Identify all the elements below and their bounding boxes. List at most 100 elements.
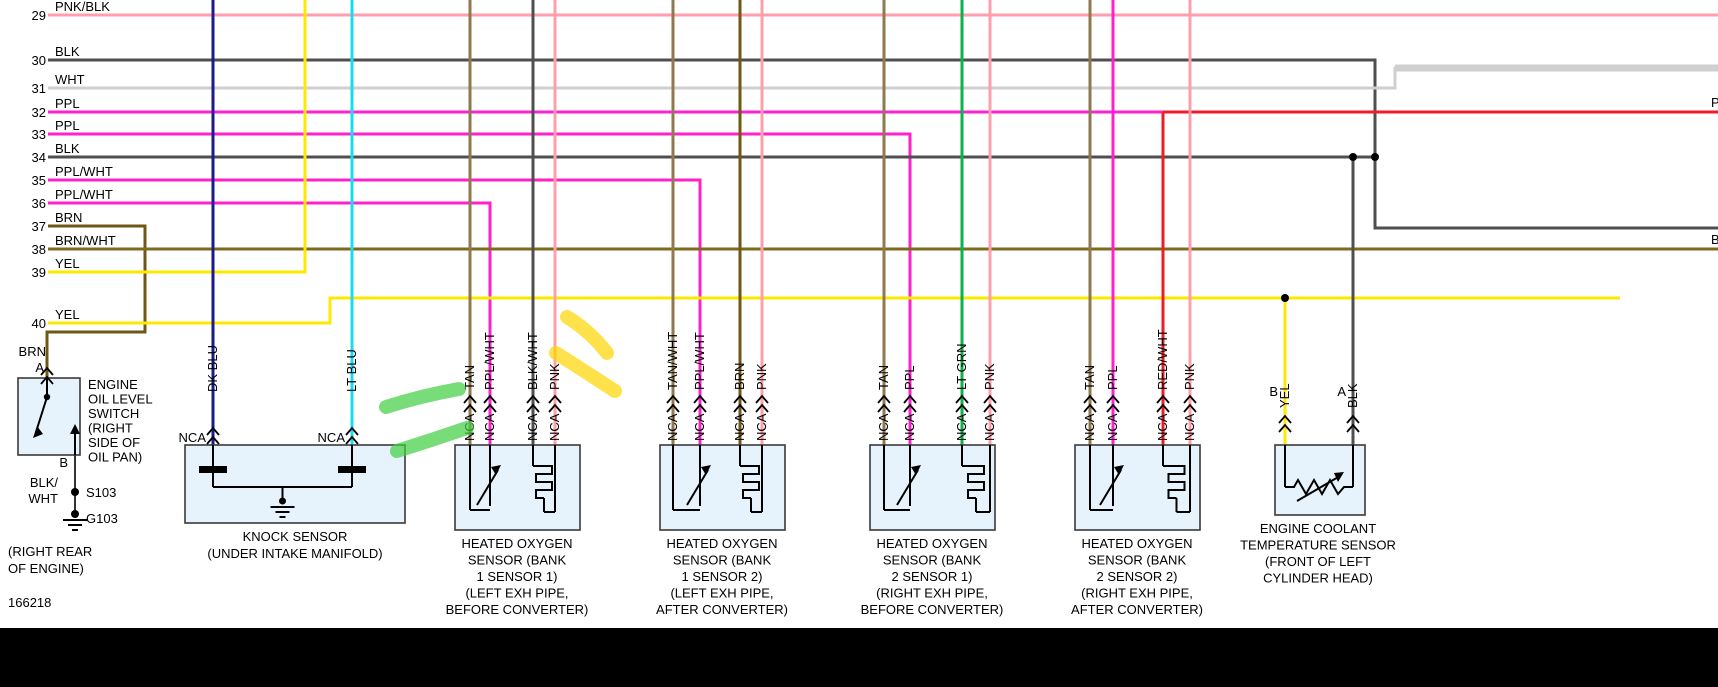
knock-sensor-caption: (UNDER INTAKE MANIFOLD) (207, 546, 382, 561)
wire-color-label: BLK (55, 44, 80, 59)
connector-chevron (733, 403, 747, 413)
oil-level-switch-label: (RIGHT (88, 421, 133, 436)
connector-chevron (877, 403, 891, 413)
wire-color-label: BLK (55, 141, 80, 156)
o2-b2s2-caption: HEATED OXYGEN (1081, 536, 1192, 551)
text-label: A (35, 360, 44, 375)
text-label: BLK/ (30, 475, 59, 490)
row-number: 39 (32, 265, 46, 280)
junction-dot (1371, 153, 1379, 161)
o2-b2s1-caption: 2 SENSOR 1) (892, 569, 973, 584)
wire-color-label: PPL (902, 365, 917, 390)
row-number: 35 (32, 173, 46, 188)
o2-b2s2-caption: AFTER CONVERTER) (1071, 602, 1203, 617)
nca-label: NCA (902, 413, 917, 441)
connector-chevron (1183, 403, 1197, 413)
wire-color-label: PPL/WHT (482, 332, 497, 390)
connector-chevron (463, 403, 477, 413)
connector-chevron (483, 403, 497, 413)
text-label: S103 (86, 485, 116, 500)
text-label: A (1337, 384, 1346, 399)
highlighter-mark (379, 382, 466, 414)
connector-chevron (463, 394, 477, 404)
highlighter-mark (560, 310, 614, 360)
text-label: G103 (86, 511, 118, 526)
connector-chevron (206, 426, 220, 436)
connector-chevron (733, 394, 747, 404)
wire-color-label: PNK (982, 363, 997, 390)
o2-b1s1-caption: 1 SENSOR 1) (477, 569, 558, 584)
row-number: 32 (32, 105, 46, 120)
wire-color-label: TAN (462, 365, 477, 390)
connector-chevron (1106, 394, 1120, 404)
nca-label: NCA (876, 413, 891, 441)
connector-chevron (483, 394, 497, 404)
o2-b1s1-caption: SENSOR (BANK (468, 553, 567, 568)
connector-chevron (755, 403, 769, 413)
nca-label: NCA (547, 413, 562, 441)
wire-row-30 (48, 58, 1718, 230)
nca-label: NCA (754, 413, 769, 441)
highlighter-mark (390, 421, 474, 458)
wire-color-label: YEL (55, 307, 80, 322)
wire-color-label: LT GRN (954, 344, 969, 390)
row-number: 30 (32, 53, 46, 68)
connector-chevron (1183, 394, 1197, 404)
connector-chevron (877, 394, 891, 404)
wire-color-label: YEL (1277, 383, 1292, 408)
wire-row-36 (48, 201, 492, 445)
connector-chevron (666, 394, 680, 404)
wire-color-label: RED/WHT (1155, 329, 1170, 390)
connector-chevron (548, 403, 562, 413)
nca-label: NCA (732, 413, 747, 441)
wire-color-label: PNK (754, 363, 769, 390)
diagram-id-number: 166218 (8, 595, 52, 610)
row-number: 29 (32, 8, 46, 23)
wire-row-39 (48, 0, 307, 274)
o2-b1s1-caption: HEATED OXYGEN (461, 536, 572, 551)
o2-b2s2-caption: (RIGHT EXH PIPE, (1081, 586, 1193, 601)
ect-sensor-caption: (FRONT OF LEFT (1265, 554, 1371, 569)
row-number: 37 (32, 219, 46, 234)
connector-chevron (345, 435, 359, 445)
ect-sensor-caption: TEMPERATURE SENSOR (1240, 538, 1396, 553)
oil-switch-location-label: OF ENGINE) (8, 561, 84, 576)
connector-chevron (1278, 423, 1292, 433)
connector-chevron (548, 394, 562, 404)
text-label: P (1711, 95, 1718, 110)
o2-b2s1-caption: HEATED OXYGEN (876, 536, 987, 551)
wire-color-label: BLK/WHT (525, 332, 540, 390)
wire-color-label: LT BLU (344, 349, 359, 392)
oil-level-switch-label: OIL PAN) (88, 450, 142, 465)
connector-chevron (1278, 414, 1292, 424)
o2-b2s1-caption: BEFORE CONVERTER) (861, 602, 1004, 617)
o2-b2s2-caption: 2 SENSOR 2) (1097, 569, 1178, 584)
wire-color-label: WHT (55, 72, 85, 87)
highlighter-mark (549, 346, 622, 398)
connector-chevron (40, 366, 54, 376)
wire-color-label: PPL/WHT (692, 332, 707, 390)
o2-b1s2-caption: AFTER CONVERTER) (656, 602, 788, 617)
connector-chevron (40, 375, 54, 385)
nca-label: NCA (1155, 413, 1170, 441)
connector-chevron (1106, 403, 1120, 413)
text-label: B (1269, 384, 1278, 399)
wire-color-label: PPL/WHT (55, 187, 113, 202)
oil-level-switch-label: OIL LEVEL (88, 392, 153, 407)
o2-b1s2-caption: SENSOR (BANK (673, 553, 772, 568)
ground-g103 (71, 510, 79, 518)
o2-b2s1-caption: (RIGHT EXH PIPE, (876, 586, 988, 601)
text-label: NCA (318, 430, 346, 445)
wire-color-label: PPL/WHT (55, 164, 113, 179)
ho2s-bank2-sensor2 (1074, 444, 1201, 531)
connector-chevron (1346, 414, 1360, 424)
connector-chevron (755, 394, 769, 404)
wire-color-label: PPL (55, 118, 80, 133)
wire-color-label: PNK/BLK (55, 0, 110, 14)
row-number: 34 (32, 150, 46, 165)
o2-b1s1-caption: BEFORE CONVERTER) (446, 602, 589, 617)
connector-chevron (955, 394, 969, 404)
row-number: 33 (32, 127, 46, 142)
wire-color-label: TAN (1082, 365, 1097, 390)
connector-chevron (206, 435, 220, 445)
